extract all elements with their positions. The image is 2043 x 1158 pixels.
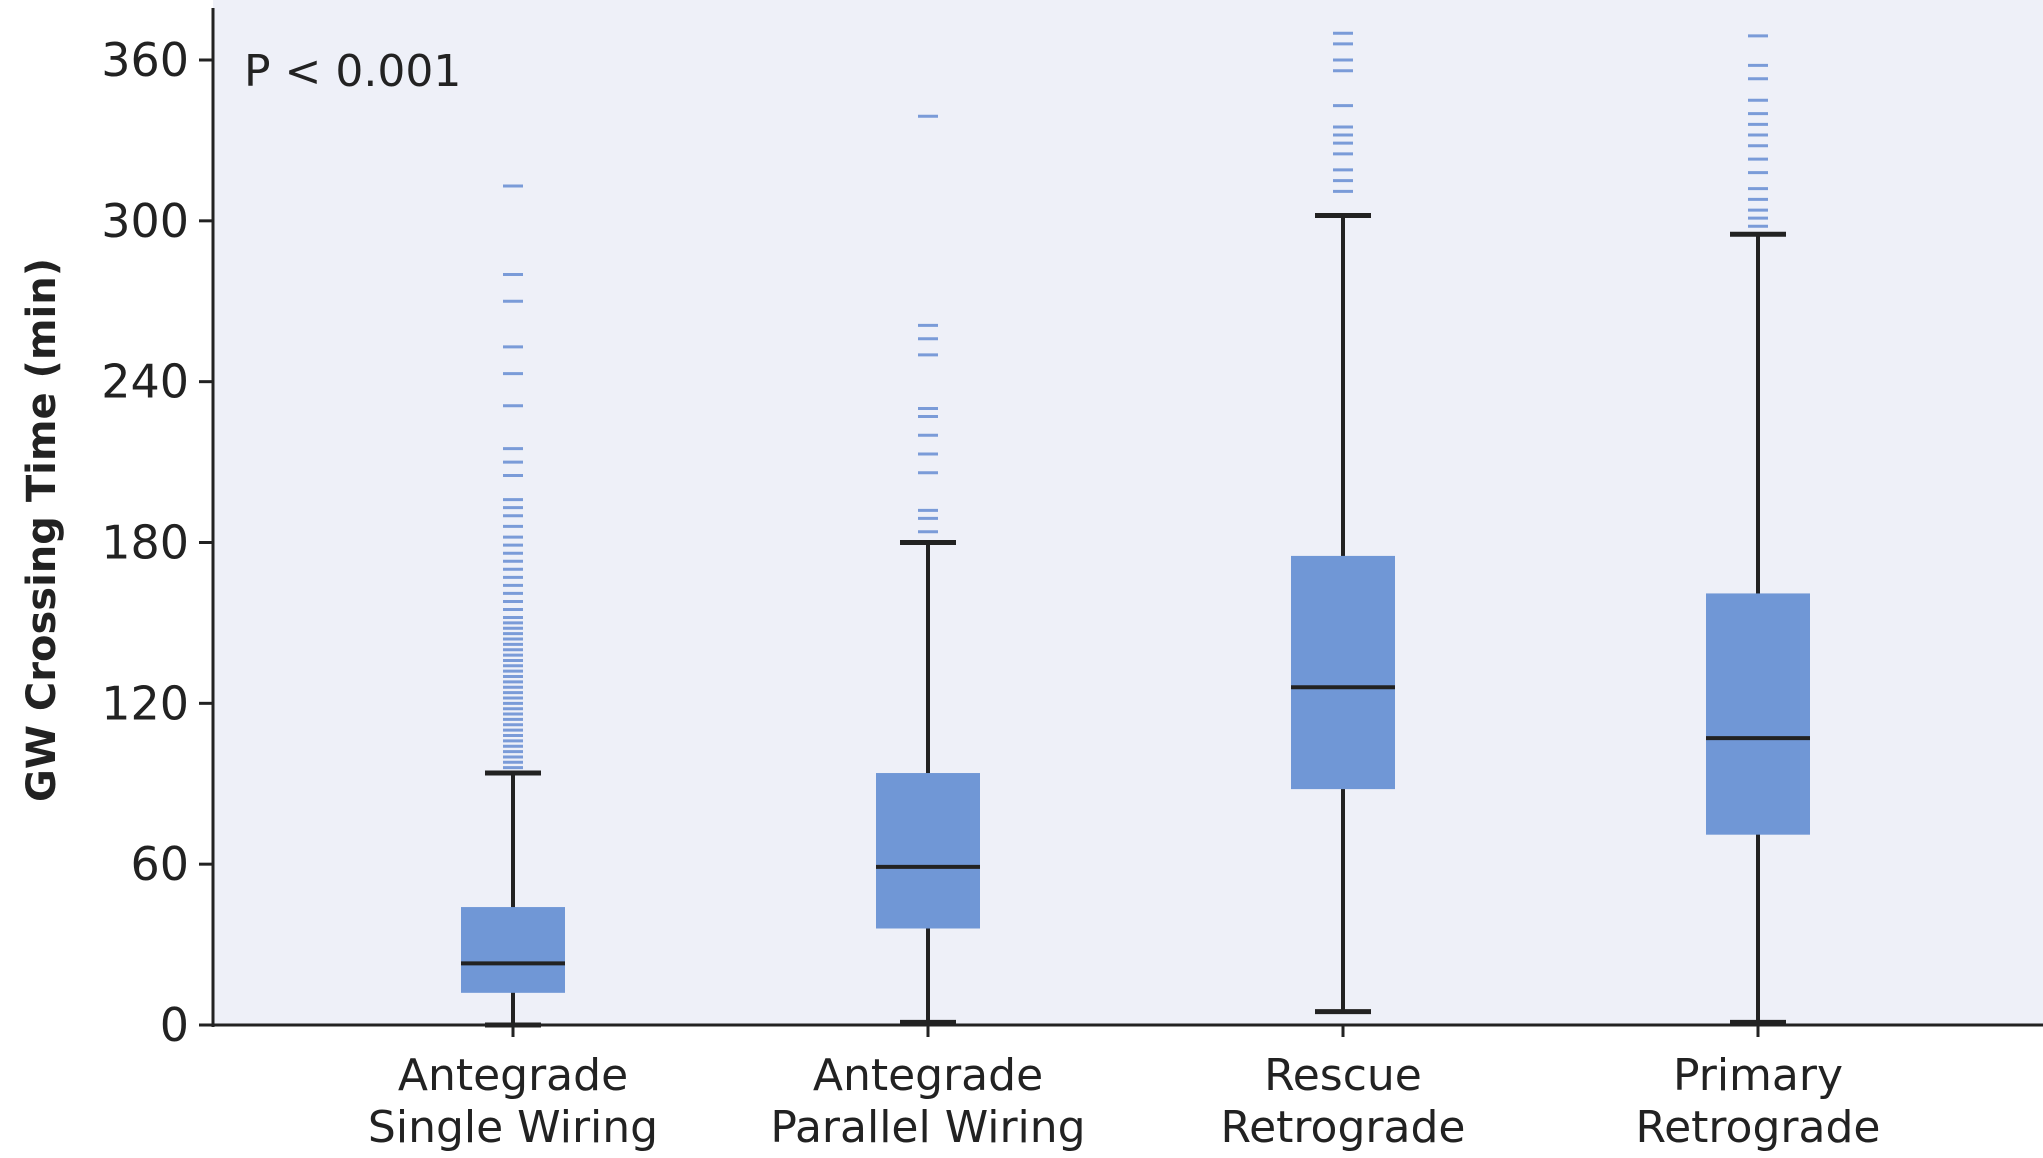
y-tick-label-300: 300 — [101, 194, 189, 248]
y-tick-label-180: 180 — [101, 516, 189, 570]
y-tick-label-120: 120 — [101, 676, 189, 730]
annotation-p-value: P < 0.001 — [244, 46, 461, 97]
category-label-line: Primary — [1673, 1050, 1843, 1101]
y-tick-label-360: 360 — [101, 33, 189, 87]
category-label-line: Rescue — [1264, 1050, 1422, 1101]
category-label-line: Retrograde — [1221, 1102, 1466, 1153]
y-tick-label-0: 0 — [160, 998, 189, 1052]
y-tick-label-240: 240 — [101, 355, 189, 409]
category-label-line: Retrograde — [1636, 1102, 1881, 1153]
y-tick-label-60: 60 — [130, 837, 189, 891]
y-tick-labels: 0 60 120 180 240 300 360 — [101, 33, 189, 1052]
box-group-3 — [1706, 34, 1810, 1025]
box-group-2 — [1291, 31, 1395, 1015]
box-group-0 — [461, 184, 565, 1028]
plot-background — [213, 0, 2043, 1025]
iqr-box — [1291, 555, 1395, 790]
iqr-box — [1706, 593, 1810, 835]
category-label-line: Antegrade — [398, 1050, 628, 1101]
category-label-line: Single Wiring — [368, 1102, 658, 1153]
iqr-box — [876, 773, 980, 929]
category-label-line: Parallel Wiring — [770, 1102, 1085, 1153]
tick-marks — [199, 58, 213, 1027]
iqr-box — [461, 907, 565, 993]
category-label-line: Antegrade — [813, 1050, 1043, 1101]
y-axis-title: GW Crossing Time (min) — [19, 258, 65, 802]
boxes — [461, 31, 1810, 1028]
box-group-1 — [876, 114, 980, 1025]
